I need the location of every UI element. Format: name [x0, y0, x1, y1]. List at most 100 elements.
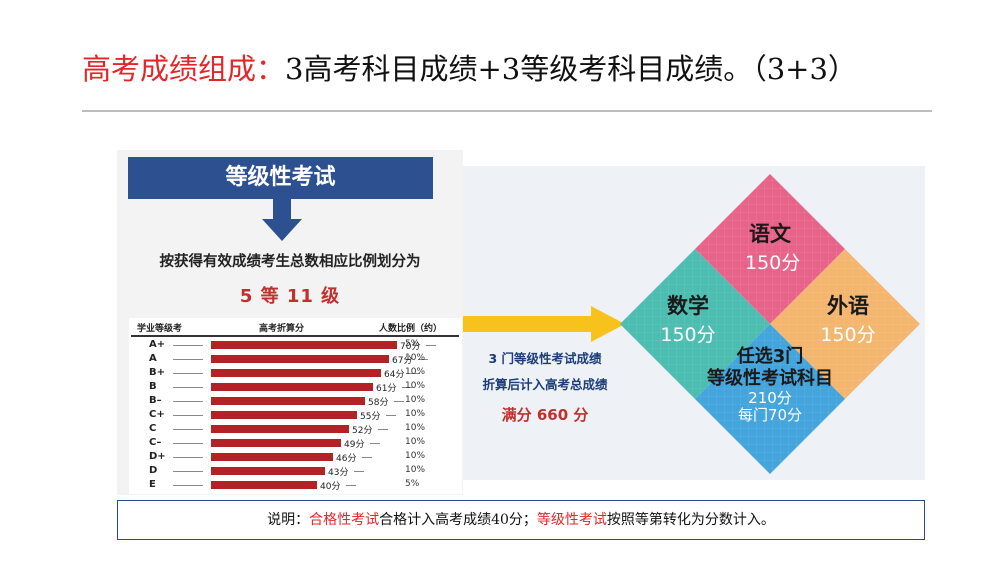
table-row: D+ 46分 10%	[129, 451, 462, 464]
pct-label: 10%	[405, 353, 426, 363]
pct-label: 10%	[405, 451, 426, 461]
header-divider	[131, 335, 459, 337]
score-bar	[211, 411, 357, 419]
english-name: 外语	[827, 294, 869, 318]
explanation-note: 说明：合格性考试合格计入高考成绩40分；等级性考试按照等第转化为分数计入。	[117, 500, 925, 540]
score-label: 70分	[400, 342, 421, 352]
math-score: 150分	[660, 324, 716, 346]
header-ratio: 人数比例（约）	[379, 324, 443, 334]
elective-score-1: 210分	[748, 389, 792, 407]
slide-title: 高考成绩组成：3高考科目成绩+3等级考科目成绩。（3+3）	[82, 46, 857, 88]
pct-label: 10%	[405, 465, 426, 475]
pct-label: 5%	[405, 339, 420, 349]
arrow-down-icon	[262, 199, 302, 241]
title-rest: 3高考科目成绩+3等级考科目成绩。（3+3）	[285, 52, 857, 86]
middle-line-2: 折算后计入高考总成绩	[482, 377, 608, 392]
pct-dash	[378, 429, 388, 430]
grade-label: B–	[149, 395, 162, 406]
table-row: B 61分 10%	[129, 381, 462, 394]
math-name: 数学	[667, 294, 709, 318]
grade-dash	[173, 471, 203, 472]
score-bar	[211, 341, 397, 349]
score-label: 61分	[376, 384, 397, 394]
english-label: 外语 150分	[820, 290, 876, 347]
english-score: 150分	[820, 324, 876, 346]
table-row: C 52分 10%	[129, 423, 462, 436]
division-subtitle: 按获得有效成绩考生总数相应比例划分为	[159, 254, 421, 270]
score-bar	[211, 355, 389, 363]
grade-levels-text: 5 等 11 级	[239, 286, 341, 307]
grade-dash	[173, 485, 203, 486]
title-divider	[82, 110, 932, 112]
table-row: B+ 64分 10%	[129, 367, 462, 380]
header-grade: 学业等级考	[137, 324, 183, 334]
grade-label: A+	[149, 339, 166, 350]
elective-name-2: 等级性考试科目	[707, 368, 833, 389]
score-label: 43分	[328, 468, 349, 478]
score-bar	[211, 425, 349, 433]
pct-label: 10%	[405, 367, 426, 377]
pct-label: 10%	[405, 437, 426, 447]
table-row: A+ 70分 5%	[129, 339, 462, 352]
score-label: 64分	[384, 370, 405, 380]
score-label: 46分	[336, 454, 357, 464]
chinese-label: 语文 150分	[745, 218, 800, 275]
arrow-right-icon	[463, 306, 625, 342]
score-bar	[211, 397, 365, 405]
pct-label: 10%	[405, 423, 426, 433]
grade-conversion-table: 学业等级考 高考折算分 人数比例（约） A+ 70分 5% A 67分 10% B+ 64分 1…	[129, 318, 462, 494]
chinese-name: 语文	[749, 222, 791, 246]
score-bar	[211, 383, 373, 391]
pct-label: 10%	[405, 395, 426, 405]
grade-dash	[173, 401, 203, 402]
score-bar	[211, 439, 341, 447]
pct-dash	[402, 387, 412, 388]
diamond-grid-overlay	[620, 174, 920, 474]
grade-label: C+	[149, 409, 165, 420]
score-bar	[211, 467, 325, 475]
header-score: 高考折算分	[259, 324, 305, 334]
subjects-diamond-diagram	[620, 174, 920, 474]
pct-dash	[370, 443, 380, 444]
grade-label: D+	[149, 451, 166, 462]
note-level-exam: 等级性考试	[536, 512, 607, 528]
grade-dash	[173, 429, 203, 430]
note-middle: 合格计入高考成绩40分；	[379, 512, 537, 528]
pct-label: 10%	[405, 381, 426, 391]
pct-dash	[394, 401, 404, 402]
note-qualification-exam: 合格性考试	[309, 512, 380, 528]
grade-label: B	[149, 381, 157, 392]
grade-dash	[173, 359, 203, 360]
total-score-text: 满分 660 分	[501, 406, 589, 424]
pct-dash	[362, 457, 372, 458]
table-row: B– 58分 10%	[129, 395, 462, 408]
elective-name-1: 任选3门	[736, 346, 804, 367]
table-row: C– 49分 10%	[129, 437, 462, 450]
pct-dash	[418, 359, 428, 360]
pct-dash	[386, 415, 396, 416]
note-suffix: 按照等第转化为分数计入。	[606, 512, 775, 528]
score-label: 58分	[368, 398, 389, 408]
pct-dash	[354, 471, 364, 472]
math-label: 数学 150分	[660, 290, 716, 347]
score-label: 49分	[344, 440, 365, 450]
elective-label: 任选3门 等级性考试科目 210分 每门70分	[700, 346, 840, 424]
grade-label: C–	[149, 437, 162, 448]
score-label: 67分	[392, 356, 413, 366]
grade-dash	[173, 415, 203, 416]
grade-dash	[173, 443, 203, 444]
score-label: 40分	[320, 482, 341, 492]
score-bar	[211, 481, 317, 489]
note-prefix: 说明：	[267, 512, 310, 528]
grade-dash	[173, 387, 203, 388]
grade-dash	[173, 457, 203, 458]
score-bar	[211, 453, 333, 461]
table-row: A 67分 10%	[129, 353, 462, 366]
grade-label: A	[149, 353, 157, 364]
level-exam-banner: 等级性考试	[128, 157, 433, 199]
score-bar	[211, 369, 381, 377]
pct-label: 10%	[405, 409, 426, 419]
grade-label: B+	[149, 367, 166, 378]
score-label: 55分	[360, 412, 381, 422]
pct-dash	[346, 485, 356, 486]
